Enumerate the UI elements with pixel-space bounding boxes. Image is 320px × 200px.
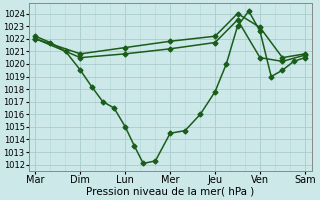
X-axis label: Pression niveau de la mer( hPa ): Pression niveau de la mer( hPa ) xyxy=(86,187,254,197)
